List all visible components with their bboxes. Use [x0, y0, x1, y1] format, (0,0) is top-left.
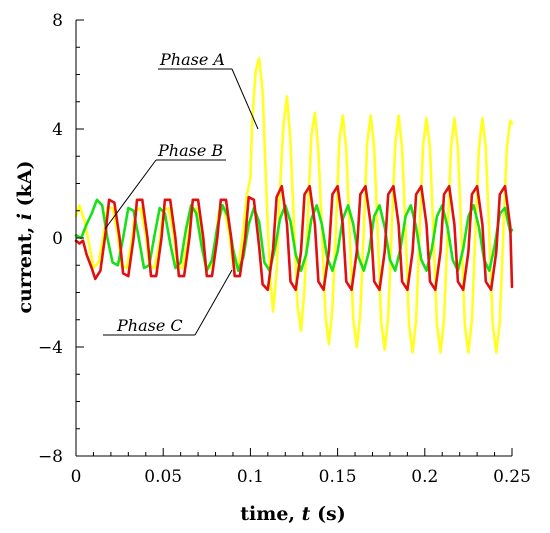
annotation-leader: [194, 269, 233, 336]
x-tick-label: 0.15: [319, 467, 357, 487]
annotation-leader: [231, 68, 259, 130]
annotation-label: Phase A: [159, 50, 225, 69]
annotation-2: Phase B: [104, 141, 226, 230]
annotation-label: Phase C: [116, 316, 183, 335]
annotation-1: Phase A: [158, 50, 259, 130]
x-tick-label: 0.05: [144, 467, 182, 487]
y-axis-title: current, i (kA): [14, 160, 36, 313]
series-line-3: [74, 184, 514, 292]
y-tick-label: −8: [38, 447, 63, 467]
series-layer: [74, 56, 514, 354]
annotation-leader: [104, 159, 157, 230]
annotations: Phase A Phase B Phase C: [103, 50, 259, 336]
annotation-3: Phase C: [103, 269, 233, 336]
series-line-1: [74, 56, 514, 354]
y-tick-label: 8: [52, 11, 63, 31]
x-tick-label: 0.25: [493, 467, 531, 487]
y-tick-label: 0: [52, 229, 63, 249]
x-axis-title: time, t (s): [240, 503, 346, 525]
x-tick-label: 0.2: [411, 467, 438, 487]
y-tick-label: −4: [38, 338, 63, 358]
y-tick-label: 4: [52, 120, 63, 140]
x-tick-label: 0: [71, 467, 82, 487]
annotation-label: Phase B: [157, 141, 223, 160]
axes-layer: 0 0.05 0.1 0.15 0.2 0.25 −8 −4 0 4 8: [38, 11, 531, 487]
x-tick-label: 0.1: [237, 467, 264, 487]
